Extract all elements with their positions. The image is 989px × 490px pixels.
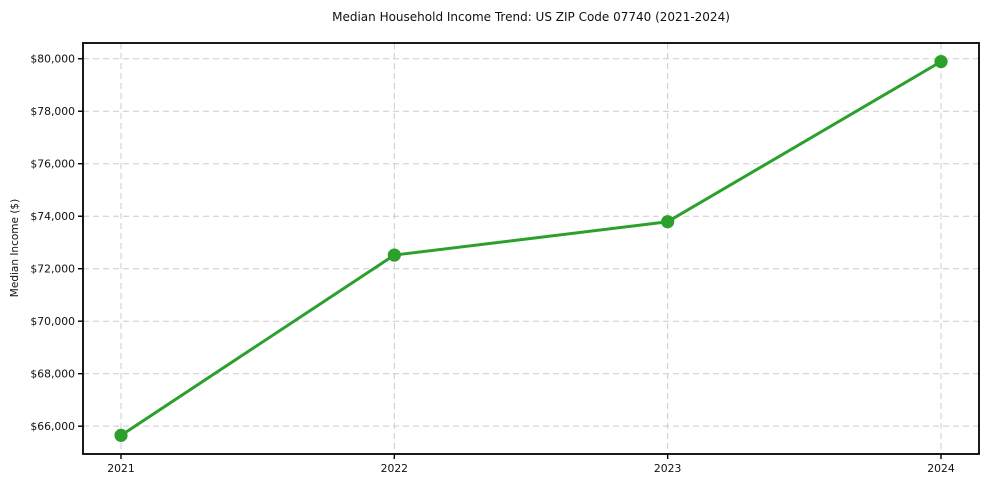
y-tick-label: $80,000: [30, 53, 75, 66]
x-tick-label: 2021: [107, 462, 134, 475]
y-tick-label: $78,000: [30, 105, 75, 118]
y-axis-label: Median Income ($): [9, 199, 21, 297]
plot-area: $66,000 $68,000 $70,000 $72,000 $74,000 $76,0…: [30, 42, 980, 475]
data-point-2024: [934, 55, 948, 69]
x-tick-label: 2023: [654, 462, 681, 475]
y-tick-label: $74,000: [30, 210, 75, 223]
plot-border: [82, 42, 980, 455]
y-tick-label: $72,000: [30, 263, 75, 276]
data-point-2023: [661, 215, 675, 229]
data-point-2021: [114, 428, 128, 442]
y-tick-label: $70,000: [30, 315, 75, 328]
y-tick-label: $76,000: [30, 158, 75, 171]
data-point-2022: [387, 248, 401, 262]
chart-title: Median Household Income Trend: US ZIP Co…: [332, 10, 730, 24]
y-tick-label: $66,000: [30, 420, 75, 433]
x-tick-label: 2022: [381, 462, 408, 475]
trend-line: [119, 60, 943, 437]
x-tick-label: 2024: [927, 462, 955, 475]
y-tick-label: $68,000: [30, 367, 75, 380]
